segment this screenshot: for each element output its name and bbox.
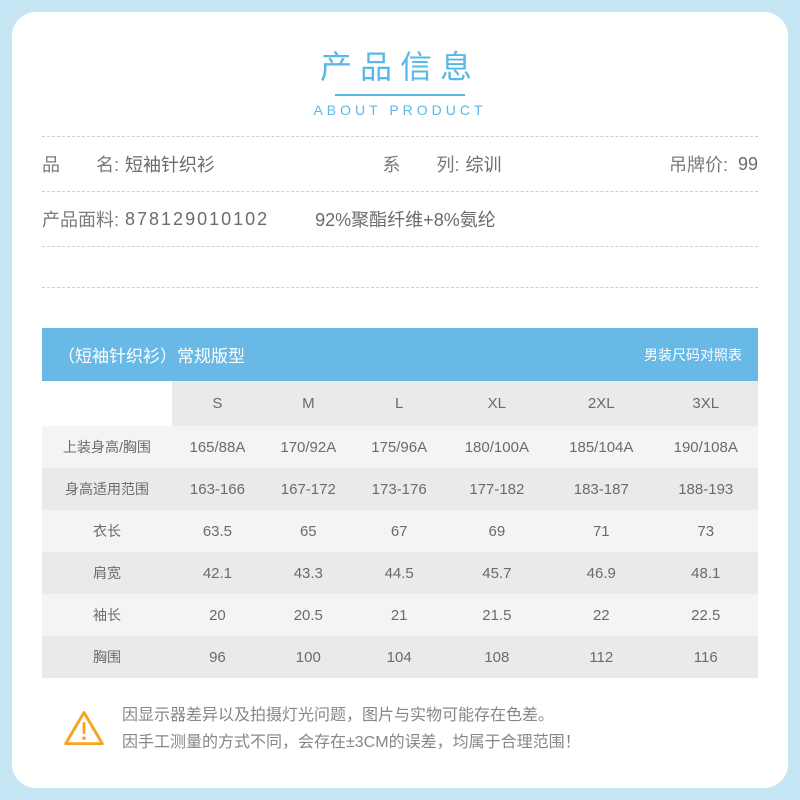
cell: 96 [172, 636, 263, 678]
cell: 44.5 [354, 552, 445, 594]
size-col-XL: XL [445, 381, 549, 426]
material-label: 产品面料: [42, 206, 119, 232]
size-col-2XL: 2XL [549, 381, 653, 426]
table-row: 胸围96100104108112116 [42, 636, 758, 678]
row-label: 肩宽 [42, 552, 172, 594]
row-label: 衣长 [42, 510, 172, 552]
cell: 108 [445, 636, 549, 678]
cell: 177-182 [445, 468, 549, 510]
row-label: 上装身高/胸围 [42, 426, 172, 468]
cell: 48.1 [654, 552, 759, 594]
cell: 163-166 [172, 468, 263, 510]
cell: 71 [549, 510, 653, 552]
cell: 22 [549, 594, 653, 636]
cell: 104 [354, 636, 445, 678]
cell: 63.5 [172, 510, 263, 552]
header: 产品信息 ABOUT PRODUCT [42, 42, 758, 118]
cell: 42.1 [172, 552, 263, 594]
title-underline [335, 94, 465, 96]
price-label: 吊牌价: [669, 151, 728, 177]
table-row: 肩宽42.143.344.545.746.948.1 [42, 552, 758, 594]
cell: 183-187 [549, 468, 653, 510]
warning-icon [62, 707, 106, 751]
product-info-card: 产品信息 ABOUT PRODUCT 品 名: 短袖针织衫 系 列: 综训 吊牌… [12, 12, 788, 788]
name-value: 短袖针织衫 [125, 151, 215, 177]
cell: 175/96A [354, 426, 445, 468]
size-col-3XL: 3XL [654, 381, 759, 426]
cell: 167-172 [263, 468, 354, 510]
info-row-2: 产品面料: 878129010102 92%聚酯纤维+8%氨纶 [42, 192, 758, 247]
notice-line2: 因手工测量的方式不同，会存在±3CM的误差，均属于合理范围！ [122, 729, 581, 756]
row-label: 胸围 [42, 636, 172, 678]
table-row: 上装身高/胸围165/88A170/92A175/96A180/100A185/… [42, 426, 758, 468]
cell: 112 [549, 636, 653, 678]
info-block: 品 名: 短袖针织衫 系 列: 综训 吊牌价: 99 产品面料: 8781290… [42, 136, 758, 288]
banner-left: （短袖针织衫）常规版型 [58, 342, 245, 367]
cell: 180/100A [445, 426, 549, 468]
cell: 65 [263, 510, 354, 552]
cell: 190/108A [654, 426, 759, 468]
info-row-blank [42, 247, 758, 287]
cell: 188-193 [654, 468, 759, 510]
size-table-body: 上装身高/胸围165/88A170/92A175/96A180/100A185/… [42, 426, 758, 678]
cell: 21.5 [445, 594, 549, 636]
material-code: 878129010102 [125, 209, 269, 230]
cell: 185/104A [549, 426, 653, 468]
size-table-banner: （短袖针织衫）常规版型 男装尺码对照表 [42, 328, 758, 381]
cell: 21 [354, 594, 445, 636]
size-col-M: M [263, 381, 354, 426]
row-label: 袖长 [42, 594, 172, 636]
price-value: 99 [738, 154, 758, 175]
size-col-L: L [354, 381, 445, 426]
cell: 73 [654, 510, 759, 552]
name-label: 品 名: [42, 151, 119, 177]
info-row-1: 品 名: 短袖针织衫 系 列: 综训 吊牌价: 99 [42, 137, 758, 192]
cell: 69 [445, 510, 549, 552]
size-col-S: S [172, 381, 263, 426]
cell: 43.3 [263, 552, 354, 594]
title-cn: 产品信息 [42, 42, 758, 88]
size-col-blank [42, 381, 172, 426]
series-label: 系 列: [382, 151, 459, 177]
row-label: 身高适用范围 [42, 468, 172, 510]
cell: 45.7 [445, 552, 549, 594]
banner-right: 男装尺码对照表 [644, 345, 742, 365]
cell: 165/88A [172, 426, 263, 468]
notice: 因显示器差异以及拍摄灯光问题，图片与实物可能存在色差。 因手工测量的方式不同，会… [42, 702, 758, 756]
series-value: 综训 [466, 151, 502, 177]
cell: 170/92A [263, 426, 354, 468]
size-table: SMLXL2XL3XL 上装身高/胸围165/88A170/92A175/96A… [42, 381, 758, 678]
cell: 22.5 [654, 594, 759, 636]
cell: 173-176 [354, 468, 445, 510]
table-row: 袖长2020.52121.52222.5 [42, 594, 758, 636]
cell: 20.5 [263, 594, 354, 636]
table-row: 衣长63.56567697173 [42, 510, 758, 552]
notice-line1: 因显示器差异以及拍摄灯光问题，图片与实物可能存在色差。 [122, 702, 581, 729]
size-table-head: SMLXL2XL3XL [42, 381, 758, 426]
material-value: 92%聚酯纤维+8%氨纶 [315, 206, 496, 232]
cell: 46.9 [549, 552, 653, 594]
cell: 20 [172, 594, 263, 636]
cell: 100 [263, 636, 354, 678]
cell: 116 [654, 636, 759, 678]
notice-text: 因显示器差异以及拍摄灯光问题，图片与实物可能存在色差。 因手工测量的方式不同，会… [122, 702, 581, 756]
title-en: ABOUT PRODUCT [42, 102, 758, 118]
table-row: 身高适用范围163-166167-172173-176177-182183-18… [42, 468, 758, 510]
cell: 67 [354, 510, 445, 552]
